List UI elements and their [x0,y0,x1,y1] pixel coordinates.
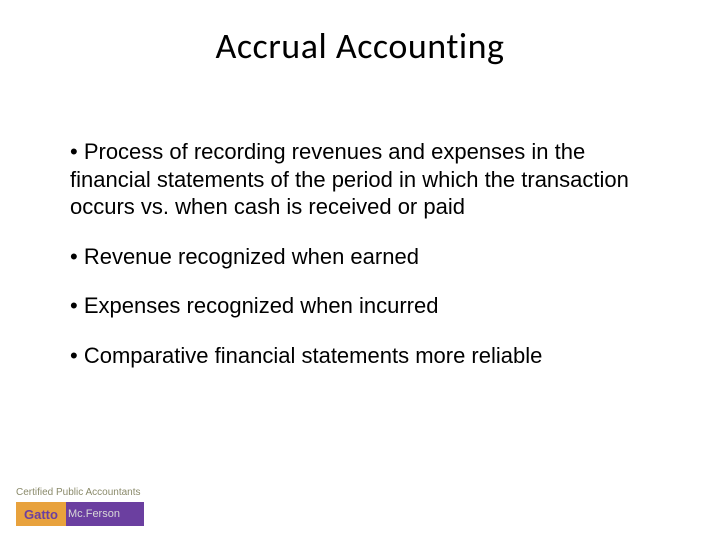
footer: Certified Public Accountants Gatto Mc.Fe… [16,487,144,526]
logo-left: Gatto [16,502,66,526]
bullet-item: • Process of recording revenues and expe… [70,138,650,221]
logo-left-text: Gatto [24,507,58,522]
logo-right-text: Mc.Ferson [68,508,120,520]
content-area: • Process of recording revenues and expe… [0,138,720,369]
bullet-item: • Expenses recognized when incurred [70,292,650,320]
bullet-item: • Revenue recognized when earned [70,243,650,271]
slide-title: Accrual Accounting [0,24,720,68]
company-logo: Gatto Mc.Ferson [16,502,144,526]
slide: Accrual Accounting • Process of recordin… [0,0,720,540]
bullet-item: • Comparative financial statements more … [70,342,650,370]
footer-subtitle: Certified Public Accountants [16,487,144,498]
